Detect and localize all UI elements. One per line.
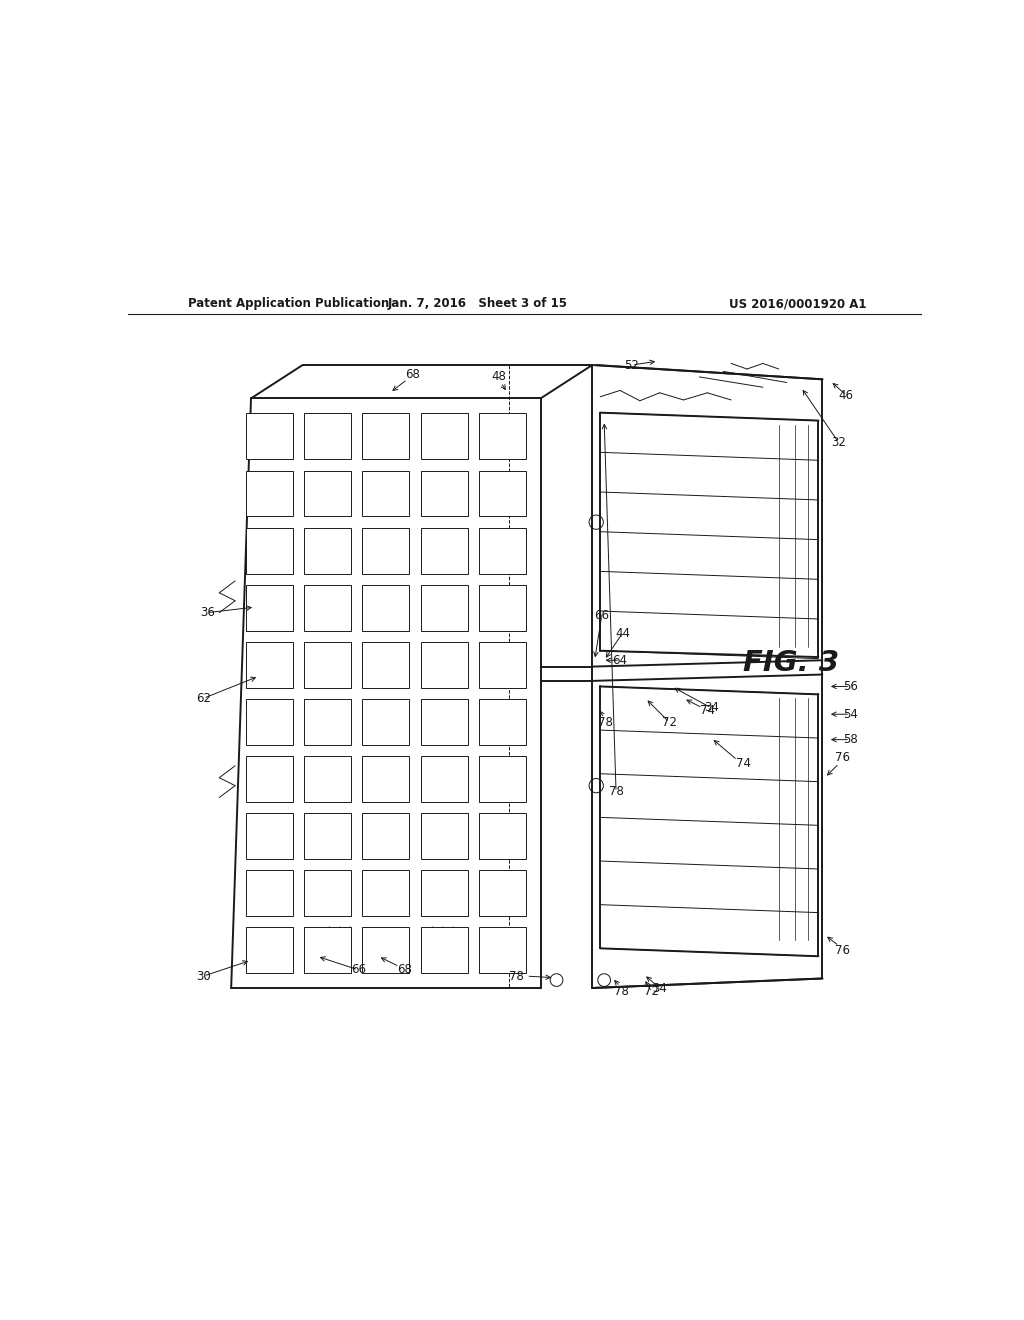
Text: US 2016/0001920 A1: US 2016/0001920 A1 (728, 297, 866, 310)
Text: 34: 34 (703, 701, 719, 714)
Bar (478, 698, 525, 744)
Bar (304, 585, 351, 631)
Bar (362, 813, 410, 859)
Bar (304, 642, 351, 688)
Bar (421, 470, 468, 516)
Text: 68: 68 (396, 964, 412, 977)
Bar (304, 756, 351, 801)
Text: 44: 44 (615, 627, 630, 640)
Bar (362, 528, 410, 573)
Bar (246, 413, 293, 459)
Text: 32: 32 (830, 436, 846, 449)
Bar (362, 642, 410, 688)
Bar (421, 585, 468, 631)
Bar (478, 927, 525, 973)
Bar (362, 870, 410, 916)
Text: 56: 56 (843, 680, 858, 693)
Bar (421, 756, 468, 801)
Bar (304, 528, 351, 573)
Text: 74: 74 (735, 756, 751, 770)
Text: 78: 78 (614, 986, 629, 998)
Bar (362, 698, 410, 744)
Bar (421, 813, 468, 859)
Bar (246, 813, 293, 859)
Bar (304, 870, 351, 916)
Bar (421, 927, 468, 973)
Text: 74: 74 (699, 704, 715, 717)
Bar (304, 813, 351, 859)
Text: 72: 72 (662, 715, 677, 729)
Text: 78: 78 (509, 970, 524, 982)
Text: Patent Application Publication: Patent Application Publication (187, 297, 389, 310)
Bar (304, 698, 351, 744)
Text: 58: 58 (843, 733, 857, 746)
Text: FIG. 3: FIG. 3 (742, 648, 839, 677)
Bar (246, 870, 293, 916)
Bar (362, 413, 410, 459)
Bar (478, 870, 525, 916)
Text: 66: 66 (350, 964, 366, 977)
Bar (478, 642, 525, 688)
Text: 62: 62 (196, 692, 211, 705)
Text: 46: 46 (839, 388, 854, 401)
Text: 76: 76 (835, 944, 850, 957)
Bar (362, 927, 410, 973)
Bar (362, 585, 410, 631)
Bar (246, 927, 293, 973)
Text: 78: 78 (598, 715, 613, 729)
Text: 66: 66 (594, 609, 609, 622)
Text: 34: 34 (652, 982, 668, 994)
Bar (478, 470, 525, 516)
Text: 48: 48 (492, 370, 506, 383)
Text: 52: 52 (625, 359, 639, 371)
Text: 78: 78 (608, 785, 624, 799)
Bar (246, 585, 293, 631)
Bar (478, 585, 525, 631)
Bar (246, 528, 293, 573)
Bar (421, 413, 468, 459)
Text: 54: 54 (843, 708, 858, 721)
Text: 76: 76 (835, 751, 850, 764)
Bar (421, 528, 468, 573)
Bar (478, 756, 525, 801)
Bar (478, 528, 525, 573)
Bar (362, 756, 410, 801)
Bar (246, 470, 293, 516)
Bar (421, 698, 468, 744)
Bar (304, 927, 351, 973)
Bar (304, 470, 351, 516)
Text: 36: 36 (200, 606, 215, 619)
Bar (478, 413, 525, 459)
Bar (421, 870, 468, 916)
Text: 72: 72 (644, 986, 659, 998)
Text: 68: 68 (404, 368, 420, 381)
Bar (478, 813, 525, 859)
Text: 30: 30 (196, 970, 211, 982)
Bar (246, 642, 293, 688)
Bar (421, 642, 468, 688)
Text: Jan. 7, 2016   Sheet 3 of 15: Jan. 7, 2016 Sheet 3 of 15 (387, 297, 567, 310)
Bar (246, 756, 293, 801)
Bar (304, 413, 351, 459)
Bar (246, 698, 293, 744)
Bar (362, 470, 410, 516)
Text: 64: 64 (612, 653, 628, 667)
